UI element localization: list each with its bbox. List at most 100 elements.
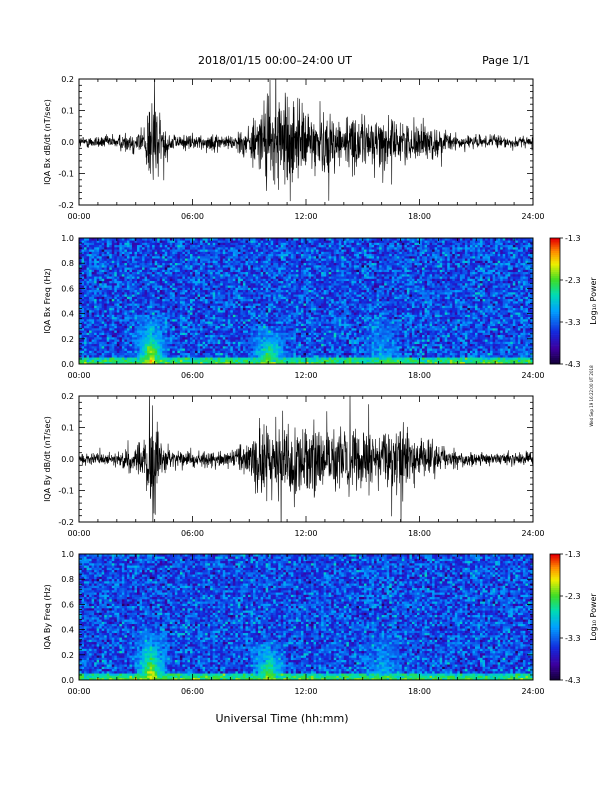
spectrogram-cell [137,355,140,358]
spectrogram-cell [92,335,95,338]
spectrogram-cell [134,261,137,264]
spectrogram-cell [137,342,140,345]
spectrogram-cell [145,263,148,266]
spectrogram-cell [97,308,100,311]
spectrogram-cell [107,274,110,277]
spectrogram-cell [152,312,155,315]
spectrogram-cell [124,252,127,255]
spectrogram-cell [92,270,95,273]
spectrogram-cell [127,245,130,248]
spectrogram-cell [89,254,92,257]
spectrogram-cell [84,267,87,270]
spectrogram-cell [160,299,163,302]
spectrogram-cell [160,315,163,318]
spectrogram-cell [97,357,100,360]
spectrogram-cell [147,254,150,257]
spectrogram-cell [134,252,137,255]
spectrogram-cell [134,337,137,340]
spectrogram-cell [124,303,127,306]
spectrogram-cell [117,330,120,333]
spectrogram-cell [84,252,87,255]
spectrogram-cell [124,297,127,300]
spectrogram-cell [122,258,125,261]
spectrogram-cell [134,315,137,318]
spectrogram-cell [119,315,122,318]
spectrogram-cell [104,263,107,266]
spectrogram-cell [99,283,102,286]
spectrogram-cell [109,245,112,248]
spectrogram-cell [142,270,145,273]
spectrogram-cell [122,288,125,291]
spectrogram-cell [84,270,87,273]
spectrogram-cell [94,301,97,304]
spectrogram-cell [150,342,153,345]
spectrogram-cell [150,258,153,261]
spectrogram-cell [152,346,155,349]
spectrogram-cell [82,285,85,288]
spectrogram-cell [147,256,150,259]
spectrogram-cell [127,292,130,295]
spectrogram-cell [109,288,112,291]
spectrogram-cell [134,312,137,315]
spectrogram-cell [112,292,115,295]
spectrogram-cell [122,351,125,354]
spectrogram-cell [124,247,127,250]
spectrogram-cell [122,326,125,329]
spectrogram-cell [114,254,117,257]
spectrogram-cell [155,360,158,363]
spectrogram-cell [127,243,130,246]
spectrogram-cell [132,339,135,342]
spectrogram-cell [89,258,92,261]
spectrogram-cell [137,319,140,322]
spectrogram-cell [84,328,87,331]
spectrogram-cell [89,261,92,264]
spectrogram-cell [132,351,135,354]
spectrogram-cell [145,292,148,295]
spectrogram-cell [142,360,145,363]
spectrogram-cell [160,339,163,342]
spectrogram-cell [132,270,135,273]
spectrogram-cell [84,283,87,286]
spectrogram-cell [132,330,135,333]
spectrogram-cell [104,346,107,349]
spectrogram-cell [137,324,140,327]
spectrogram-cell [102,240,105,243]
spectrogram-cell [157,252,160,255]
spectrogram-cell [129,308,132,311]
spectrogram-cell [132,306,135,309]
spectrogram-cell [127,315,130,318]
spectrogram-cell [94,270,97,273]
spectrogram-cell [109,281,112,284]
spectrogram-cell [155,333,158,336]
spectrogram-cell [142,263,145,266]
spectrogram-cell [97,276,100,279]
spectrogram-cell [152,355,155,358]
spectrogram-cell [89,267,92,270]
spectrogram-cell [132,344,135,347]
spectrogram-cell [134,324,137,327]
spectrogram-cell [99,285,102,288]
spectrogram-cell [119,292,122,295]
spectrogram-cell [109,292,112,295]
spectrogram-cell [87,348,90,351]
spectrogram-cell [142,288,145,291]
spectrogram-cell [124,335,127,338]
spectrogram-cell [117,252,120,255]
spectrogram-cell [134,353,137,356]
spectrogram-cell [99,346,102,349]
spectrogram-cell [150,328,153,331]
spectrogram-cell [117,292,120,295]
spectrogram-cell [129,254,132,257]
spectrogram-cell [102,283,105,286]
spectrogram-cell [147,337,150,340]
spectrogram-cell [112,252,115,255]
spectrogram-cell [102,344,105,347]
spectrogram-cell [84,247,87,250]
spectrogram-cell [152,270,155,273]
spectrogram-cell [122,315,125,318]
spectrogram-cell [140,303,143,306]
spectrogram-cell [99,290,102,293]
spectrogram-cell [97,306,100,309]
spectrogram-cell [97,310,100,313]
spectrogram-cell [140,310,143,313]
